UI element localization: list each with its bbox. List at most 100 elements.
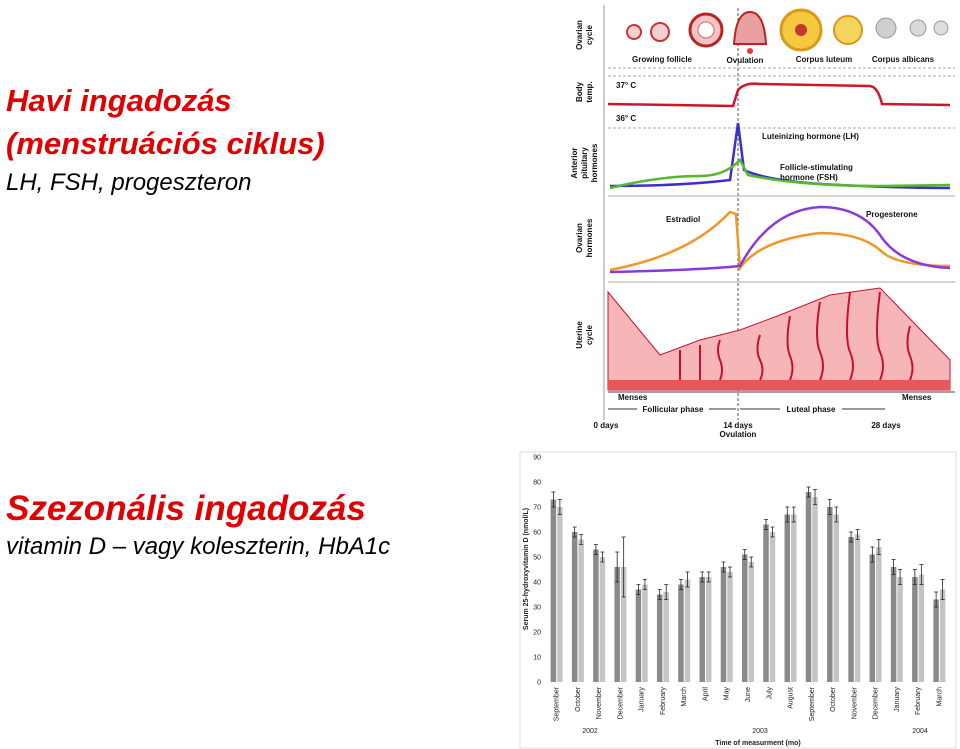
x-tick-label: January: [894, 687, 901, 712]
bar: [869, 554, 876, 682]
year-label: 2002: [582, 728, 598, 735]
row-label: cycle: [585, 324, 594, 345]
x-tick-label: March: [681, 687, 688, 707]
error-bar: [855, 529, 860, 540]
bar: [620, 567, 627, 682]
bar: [912, 577, 918, 682]
title: Szezonális ingadozás: [6, 489, 366, 528]
bar: [933, 599, 939, 682]
x-tick-label: March: [936, 687, 943, 707]
stage-label: Growing follicle: [632, 55, 693, 64]
progesterone-label: Progesterone: [866, 210, 918, 219]
error-bar: [664, 584, 669, 600]
error-bar: [791, 506, 796, 523]
bar: [614, 567, 620, 682]
day-label: 28 days: [871, 421, 901, 430]
error-bar: [685, 571, 690, 588]
error-bar: [770, 526, 775, 538]
error-bar: [579, 534, 584, 545]
y-tick-label: 30: [533, 605, 541, 612]
day-label: 0 days: [594, 421, 619, 430]
error-bar: [706, 571, 711, 583]
y-tick-label: 40: [533, 580, 541, 587]
bar: [939, 589, 946, 682]
bar: [684, 579, 691, 682]
bar: [748, 562, 754, 682]
x-axis-label: Time of measurment (mo): [715, 740, 800, 747]
x-tick-label: July: [766, 687, 773, 700]
chart: Serum 25-hydroxyvitamin D (nmol/L) Time …: [523, 455, 946, 747]
y-tick-label: 90: [533, 455, 541, 462]
year-label: 2003: [752, 728, 768, 735]
row-label: hormones: [585, 218, 594, 257]
x-tick-label: October: [575, 686, 582, 712]
bar: [833, 514, 840, 682]
error-bar: [557, 499, 562, 515]
error-bar: [657, 589, 662, 600]
error-bar: [742, 549, 747, 560]
error-bar: [700, 571, 705, 583]
year-label: 2004: [912, 728, 928, 735]
error-bar: [636, 584, 641, 595]
fsh-curve: [609, 157, 951, 190]
estradiol-label: Estradiol: [666, 215, 700, 224]
error-bar: [827, 499, 832, 515]
row-label: hormones: [590, 143, 599, 182]
y-tick-label: 50: [533, 555, 541, 562]
error-bar: [834, 506, 839, 523]
error-bar: [727, 566, 732, 578]
error-bar: [621, 536, 626, 598]
x-tick-label: November: [596, 686, 603, 719]
stage-label: Corpus luteum: [796, 55, 852, 64]
ovulation-label: Ovulation: [720, 430, 757, 439]
error-bar: [940, 579, 945, 600]
menses-label: Menses: [902, 393, 932, 402]
title-line: Havi ingadozás: [6, 83, 232, 118]
bar: [890, 567, 897, 682]
bar: [742, 554, 748, 682]
y-axis-label: Serum 25-hydroxyvitamin D (nmol/L): [523, 508, 530, 630]
chart-frame: [519, 451, 957, 749]
bar: [550, 499, 557, 682]
error-bar: [891, 559, 896, 575]
bar: [805, 492, 812, 682]
bar: [599, 557, 606, 682]
bar: [791, 514, 797, 682]
menses-label: Menses: [618, 393, 648, 402]
cycle-diagram: Growing follicle Ovulation Corpus luteum…: [570, 5, 955, 439]
bar: [812, 497, 818, 682]
bar: [720, 567, 727, 682]
y-tick-label: 10: [533, 655, 541, 662]
x-tick-label: September: [809, 686, 816, 721]
bar: [642, 584, 648, 682]
fsh-label: hormone (FSH): [780, 173, 838, 182]
x-tick-label: October: [830, 686, 837, 712]
error-bar: [678, 579, 683, 590]
bar: [663, 592, 669, 682]
error-bar: [912, 569, 917, 585]
row-label: cycle: [585, 24, 594, 45]
error-bar: [876, 539, 881, 555]
temp-curve: [607, 82, 951, 108]
error-bar: [806, 486, 811, 498]
bar: [678, 584, 684, 682]
bar: [876, 547, 882, 682]
stage-label: Corpus albicans: [872, 55, 935, 64]
x-tick-label: June: [745, 687, 752, 702]
error-bar: [593, 544, 598, 555]
bar: [578, 539, 584, 682]
error-bar: [849, 531, 854, 543]
phase-label: Luteal phase: [787, 405, 836, 414]
y-tick-label: 80: [533, 480, 541, 487]
subtitle: vitamin D – vagy koleszterin, HbA1c: [6, 533, 390, 560]
x-tick-label: December: [617, 686, 624, 719]
bar: [571, 532, 578, 682]
phase-label: Follicular phase: [643, 405, 704, 414]
error-bar: [870, 546, 875, 563]
x-tick-label: February: [915, 687, 922, 716]
error-bar: [615, 551, 620, 583]
x-tick-label: August: [788, 687, 795, 709]
day-label: 14 days: [723, 421, 753, 430]
